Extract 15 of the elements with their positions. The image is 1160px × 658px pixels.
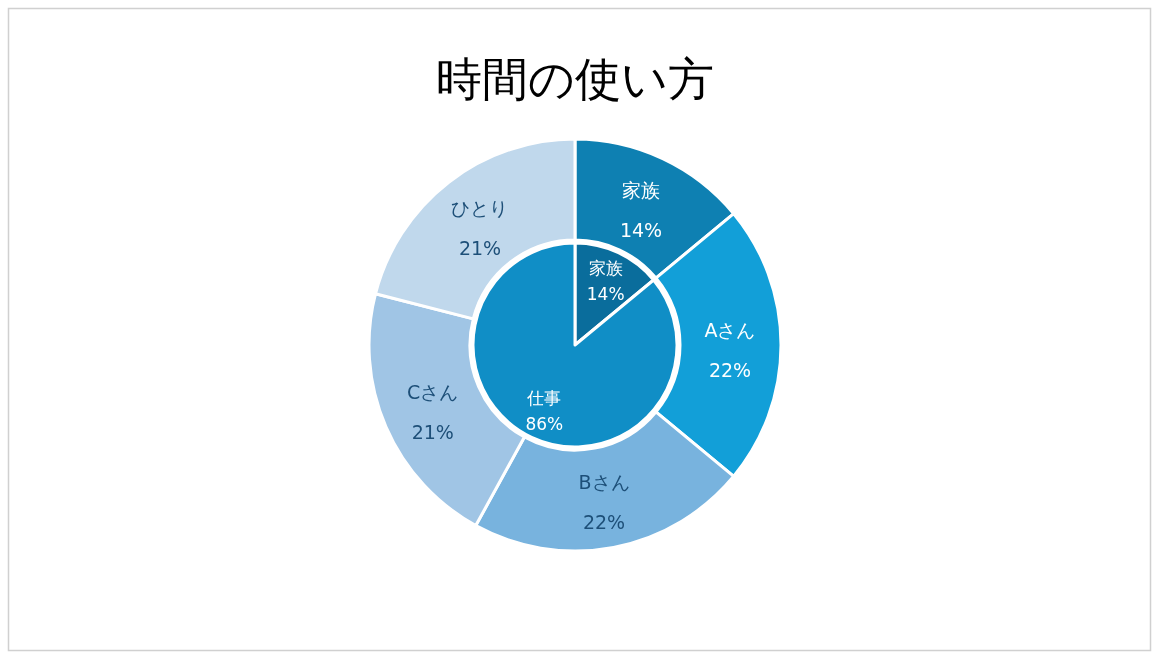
slice-label: Bさん <box>578 471 630 494</box>
data-label: 22% <box>708 359 752 381</box>
data-label: 14% <box>586 283 625 304</box>
slice-label: Cさん <box>407 380 459 403</box>
data-label: 14% <box>619 218 663 241</box>
chart-title: 時間の使い方 <box>436 52 714 106</box>
slice-label: 家族 <box>588 257 623 278</box>
slice-label: 仕事 <box>526 388 562 409</box>
slice-label: Aさん <box>704 319 756 341</box>
data-label: 86% <box>525 414 564 435</box>
data-label: 21% <box>458 236 502 259</box>
slice-label: ひとり <box>451 196 509 219</box>
data-label: 22% <box>582 511 626 534</box>
data-label: 21% <box>411 420 454 443</box>
slice-label: 家族 <box>622 178 660 201</box>
